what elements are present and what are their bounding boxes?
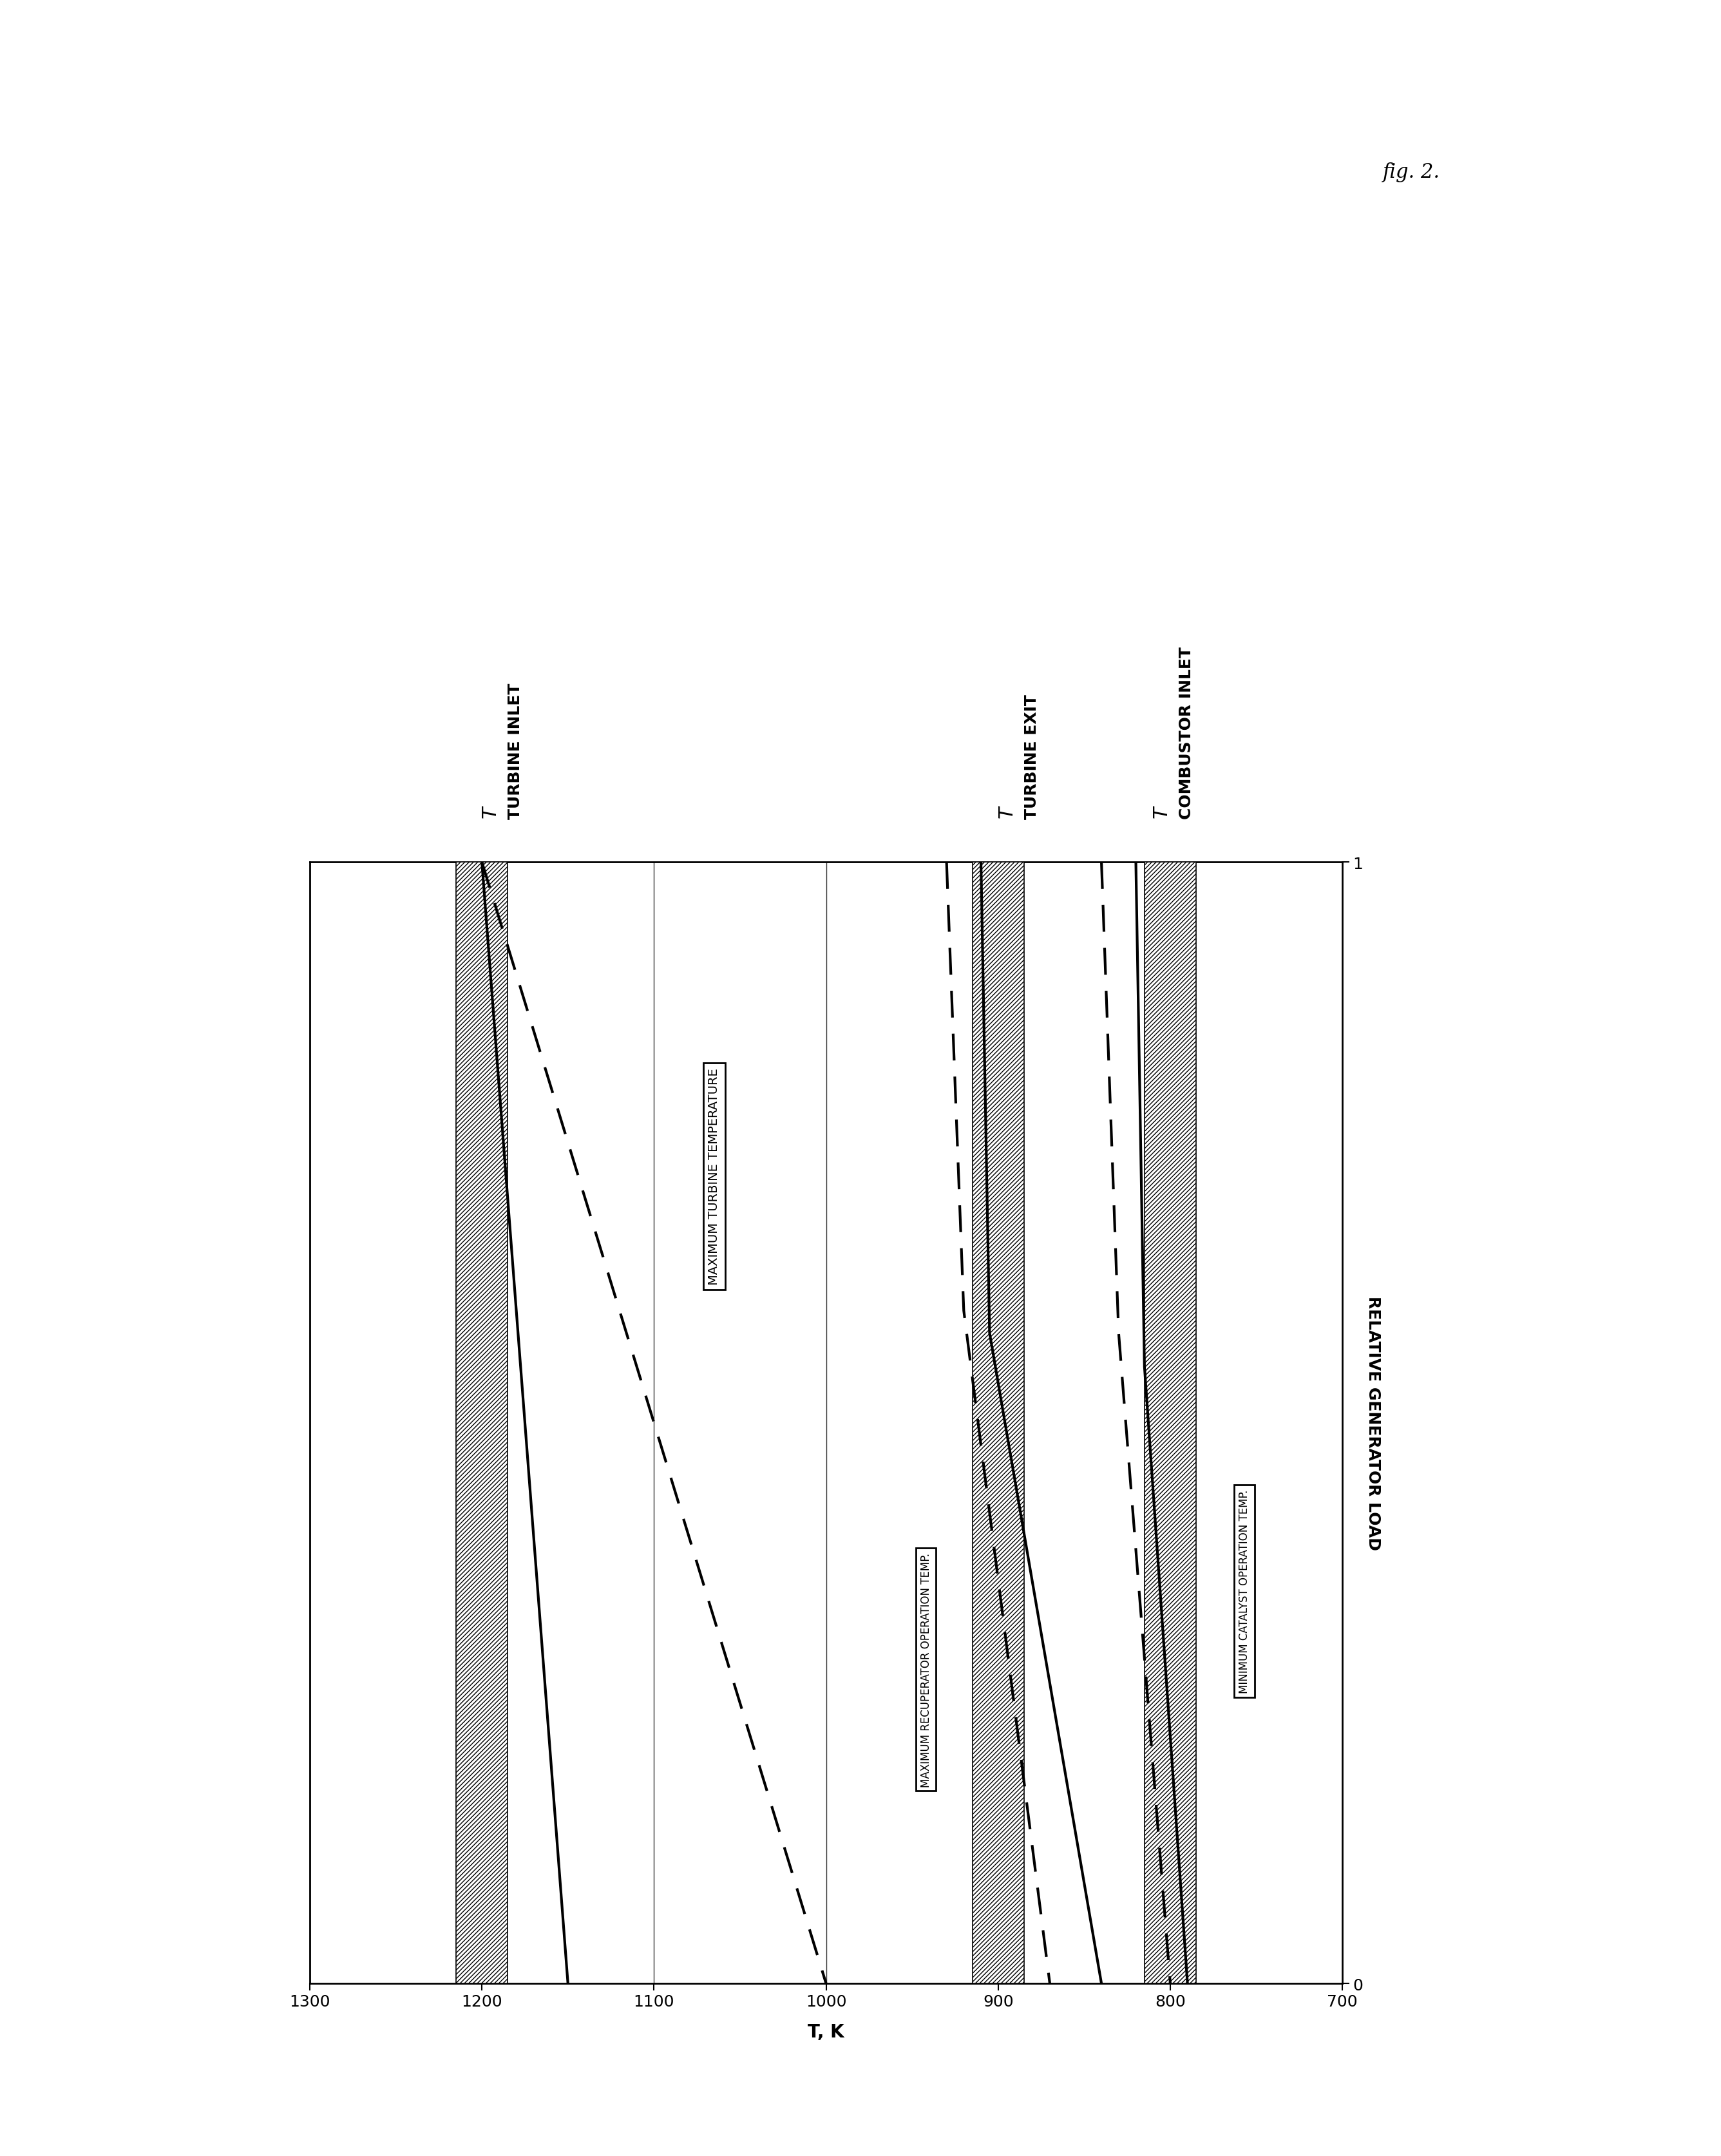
Text: TURBINE INLET: TURBINE INLET (508, 683, 523, 819)
Text: TURBINE EXIT: TURBINE EXIT (1024, 694, 1039, 819)
X-axis label: T, K: T, K (807, 2022, 845, 2042)
Text: MINIMUM CATALYST OPERATION TEMP.: MINIMUM CATALYST OPERATION TEMP. (1239, 1490, 1249, 1692)
Text: $T$: $T$ (1153, 804, 1172, 819)
Bar (972, 862, 1024, 1984)
Text: fig. 2.: fig. 2. (1382, 162, 1440, 183)
Text: $T$: $T$ (998, 804, 1017, 819)
Text: COMBUSTOR INLET: COMBUSTOR INLET (1179, 647, 1194, 819)
Text: $T$: $T$ (482, 804, 501, 819)
Text: MAXIMUM RECUPERATOR OPERATION TEMP.: MAXIMUM RECUPERATOR OPERATION TEMP. (921, 1552, 931, 1787)
Text: MAXIMUM TURBINE TEMPERATURE: MAXIMUM TURBINE TEMPERATURE (707, 1067, 721, 1285)
Bar (1144, 862, 1196, 1984)
Y-axis label: RELATIVE GENERATOR LOAD: RELATIVE GENERATOR LOAD (1365, 1296, 1380, 1550)
Bar (456, 862, 508, 1984)
